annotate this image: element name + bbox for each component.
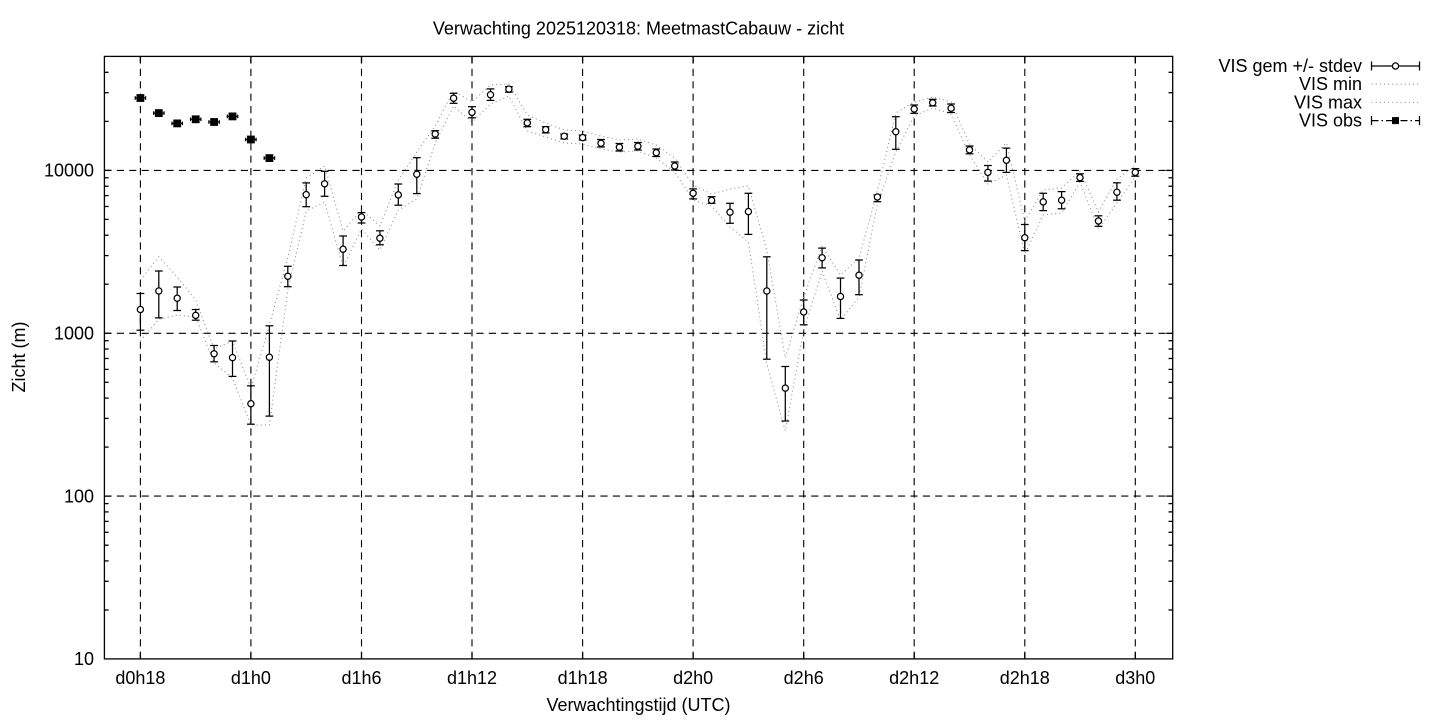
svg-text:d2h6: d2h6 [784,668,824,688]
svg-text:d1h12: d1h12 [447,668,497,688]
svg-text:d2h18: d2h18 [1000,668,1050,688]
svg-text:10000: 10000 [44,161,94,181]
svg-text:d1h6: d1h6 [341,668,381,688]
svg-text:VIS min: VIS min [1299,74,1362,94]
svg-text:VIS obs: VIS obs [1299,111,1362,131]
svg-text:d1h0: d1h0 [231,668,271,688]
svg-text:VIS gem +/- stdev: VIS gem +/- stdev [1218,56,1362,76]
svg-text:Zicht (m): Zicht (m) [9,322,29,393]
svg-text:VIS max: VIS max [1294,92,1362,112]
svg-text:10: 10 [74,649,94,669]
svg-text:d0h18: d0h18 [115,668,165,688]
svg-text:Verwachting 2025120318: Meetma: Verwachting 2025120318: MeetmastCabauw -… [433,19,844,39]
svg-text:Verwachtingstijd (UTC): Verwachtingstijd (UTC) [546,695,730,715]
svg-text:d3h0: d3h0 [1115,668,1155,688]
svg-text:1000: 1000 [54,324,94,344]
svg-text:d2h0: d2h0 [673,668,713,688]
svg-text:d1h18: d1h18 [558,668,608,688]
svg-text:d2h12: d2h12 [889,668,939,688]
svg-text:100: 100 [64,486,94,506]
